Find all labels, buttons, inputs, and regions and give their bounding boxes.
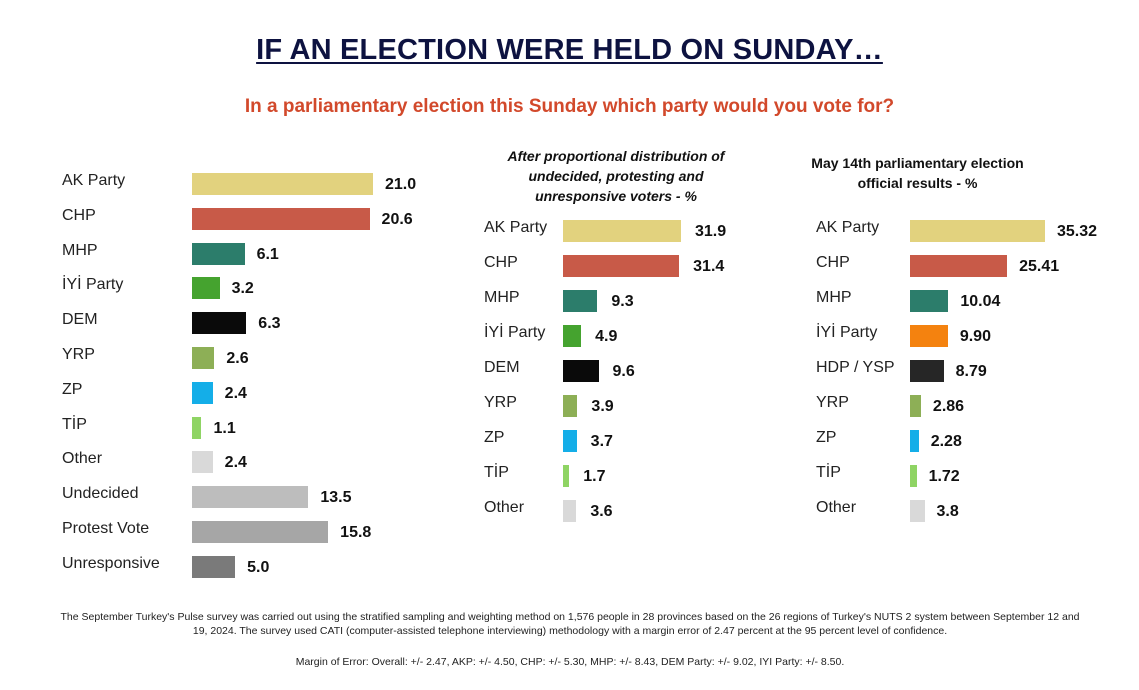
value-label: 2.28 <box>930 433 962 450</box>
category-label: AK Party <box>62 172 126 189</box>
bar <box>192 312 247 335</box>
value-label: 9.90 <box>959 328 991 345</box>
value-label: 13.5 <box>320 489 352 507</box>
value-label: 21.0 <box>385 176 417 193</box>
value-label: 1.72 <box>928 468 960 485</box>
value-label: 25.41 <box>1019 258 1060 275</box>
value-label: 15.8 <box>340 524 372 541</box>
bar <box>563 430 577 452</box>
bar <box>910 255 1008 277</box>
category-label: DEM <box>62 311 98 329</box>
bar <box>192 381 213 404</box>
value-label: 1.1 <box>213 419 236 437</box>
footnote: The September Turkey's Pulse survey was … <box>60 611 1080 637</box>
bar <box>192 347 215 369</box>
value-label: 3.2 <box>231 280 254 298</box>
panel-distributed-title: After proportional distribution of undec… <box>507 148 725 204</box>
bar <box>192 207 370 230</box>
value-label: 5.0 <box>247 558 270 576</box>
bar <box>910 290 949 312</box>
value-label: 1.7 <box>583 468 606 485</box>
chart-title: IF AN ELECTION WERE HELD ON SUNDAY… <box>256 34 883 66</box>
value-label: 8.79 <box>955 363 987 380</box>
value-label: 2.6 <box>226 350 249 367</box>
category-label: HDP / YSP <box>816 359 895 376</box>
bar <box>563 220 681 242</box>
value-label: 2.86 <box>932 398 965 415</box>
category-label: Undecided <box>62 485 139 503</box>
value-label: 9.3 <box>611 293 634 310</box>
category-label: İYİ Party <box>484 324 546 341</box>
category-label: Other <box>62 450 103 468</box>
bar <box>563 395 578 417</box>
value-label: 3.9 <box>591 398 614 415</box>
bar <box>563 325 582 347</box>
value-label: 3.7 <box>590 433 613 450</box>
bar <box>192 555 236 578</box>
category-label: TİP <box>484 464 509 481</box>
category-label: YRP <box>62 346 95 363</box>
value-label: 4.9 <box>595 328 618 345</box>
margin-of-error-note: Margin of Error: Overall: +/- 2.47, AKP:… <box>295 656 845 668</box>
category-label: ZP <box>62 380 83 398</box>
bar <box>192 486 309 509</box>
category-label: İYİ Party <box>62 276 124 294</box>
value-label: 2.4 <box>224 454 247 472</box>
bar <box>910 465 917 487</box>
bar <box>192 521 329 543</box>
category-label: TİP <box>62 415 87 433</box>
bar <box>192 416 202 439</box>
category-label: DEM <box>484 359 520 376</box>
chart-subtitle: In a parliamentary election this Sunday … <box>244 96 895 117</box>
category-label: Protest Vote <box>62 520 150 537</box>
bar <box>563 255 680 277</box>
category-label: TİP <box>816 464 841 481</box>
value-label: 3.8 <box>936 503 959 520</box>
bar <box>192 451 213 474</box>
value-label: 2.4 <box>224 384 247 402</box>
value-label: 31.4 <box>693 258 725 275</box>
value-label: 6.3 <box>258 315 281 333</box>
bar <box>910 220 1045 242</box>
category-label: İYİ Party <box>816 324 878 341</box>
bar <box>563 465 570 487</box>
bar <box>563 360 599 382</box>
bar <box>563 500 577 522</box>
category-label: MHP <box>62 241 98 259</box>
value-label: 10.04 <box>960 293 1001 310</box>
category-label: CHP <box>484 254 518 271</box>
category-label: MHP <box>484 289 520 306</box>
category-label: Other <box>484 499 525 516</box>
category-label: Other <box>816 499 857 516</box>
category-label: YRP <box>816 394 849 411</box>
bar <box>910 360 944 382</box>
category-label: AK Party <box>816 219 880 236</box>
panel-official-title: May 14th parliamentary election official… <box>811 155 1024 191</box>
category-label: CHP <box>62 206 96 224</box>
bar <box>910 395 921 417</box>
value-label: 31.9 <box>695 223 727 240</box>
bar <box>910 500 925 522</box>
value-label: 6.1 <box>256 245 279 263</box>
value-label: 35.32 <box>1057 223 1098 240</box>
bar <box>192 277 220 300</box>
category-label: MHP <box>816 289 852 306</box>
bar <box>910 430 919 452</box>
category-label: AK Party <box>484 219 548 236</box>
value-label: 20.6 <box>381 210 413 228</box>
bar <box>192 173 373 195</box>
bar <box>192 242 245 265</box>
category-label: ZP <box>816 429 837 446</box>
bar <box>910 325 948 347</box>
category-label: ZP <box>484 429 505 446</box>
value-label: 3.6 <box>590 503 613 520</box>
category-label: Unresponsive <box>62 554 160 572</box>
value-label: 9.6 <box>612 363 635 380</box>
category-label: YRP <box>484 394 517 411</box>
bar <box>563 290 598 312</box>
category-label: CHP <box>816 254 850 271</box>
